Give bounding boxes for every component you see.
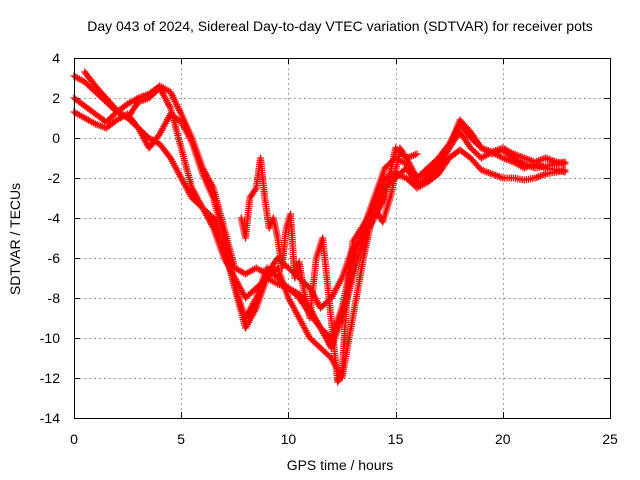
plot-frame [74,58,611,419]
data-point [337,372,345,380]
x-tick-label: 25 [602,431,618,447]
y-tick-label: 4 [52,50,60,66]
chart-title: Day 043 of 2024, Sidereal Day-to-day VTE… [87,18,593,34]
data-point [561,158,569,166]
series-track-b [70,82,569,312]
data-point [251,186,259,194]
y-tick-label: -12 [40,370,60,386]
x-tick-label: 20 [495,431,511,447]
y-tick-label: -4 [48,210,61,226]
series-track-d [81,68,569,352]
data-point [561,166,569,174]
data-points [70,68,569,386]
x-tick-label: 0 [70,431,78,447]
data-point [444,146,452,154]
data-point [413,150,421,158]
y-tick-label: -14 [40,410,60,426]
x-tick-label: 15 [388,431,404,447]
x-tick-label: 5 [177,431,185,447]
y-tick-label: -10 [40,330,60,346]
series-spikes [237,144,421,386]
tick-labels: 0 5 10 15 20 25 -14 -12 -10 -8 -6 -4 -2 0 2 4 [40,50,618,447]
x-axis-label: GPS time / hours [287,457,394,473]
y-tick-label: 0 [52,130,60,146]
x-tick-label: 10 [281,431,297,447]
y-tick-label: 2 [52,90,60,106]
y-tick-label: -6 [48,250,61,266]
y-tick-label: -8 [48,290,61,306]
y-axis-label: SDTVAR / TECUs [7,183,23,295]
y-tick-label: -2 [48,170,61,186]
